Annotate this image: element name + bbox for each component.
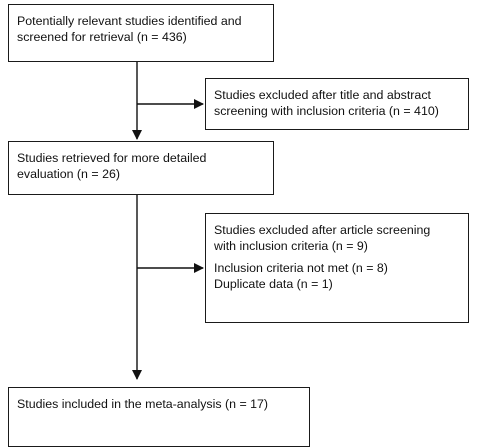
exclusion-reason-duplicate: Duplicate data (n = 1) xyxy=(214,277,333,291)
identified-line-1: Potentially relevant studies identified … xyxy=(17,14,242,28)
excluded-title-line-1: Studies excluded after title and abstrac… xyxy=(214,88,431,102)
flow-connectors xyxy=(132,62,204,380)
excluded-article-box: Studies excluded after article screening… xyxy=(205,213,469,323)
exclusion-reason-criteria: Inclusion criteria not met (n = 8) xyxy=(214,261,388,275)
excluded-article-line-1: Studies excluded after article screening xyxy=(214,223,431,237)
excluded-article-line-2: with inclusion criteria (n = 9) xyxy=(214,239,368,253)
retrieved-line-2: evaluation (n = 26) xyxy=(17,167,120,181)
identified-line-2: screened for retrieval (n = 436) xyxy=(17,30,187,44)
included-box: Studies included in the meta-analysis (n… xyxy=(8,387,310,447)
excluded-title-box: Studies excluded after title and abstrac… xyxy=(205,78,469,130)
identified-box: Potentially relevant studies identified … xyxy=(8,4,274,62)
prisma-flowchart: Potentially relevant studies identified … xyxy=(8,4,469,447)
excluded-title-line-2: screening with inclusion criteria (n = 4… xyxy=(214,104,439,118)
retrieved-line-1: Studies retrieved for more detailed xyxy=(17,151,207,165)
included-line-1: Studies included in the meta-analysis (n… xyxy=(17,397,269,411)
retrieved-box: Studies retrieved for more detailed eval… xyxy=(8,141,274,195)
